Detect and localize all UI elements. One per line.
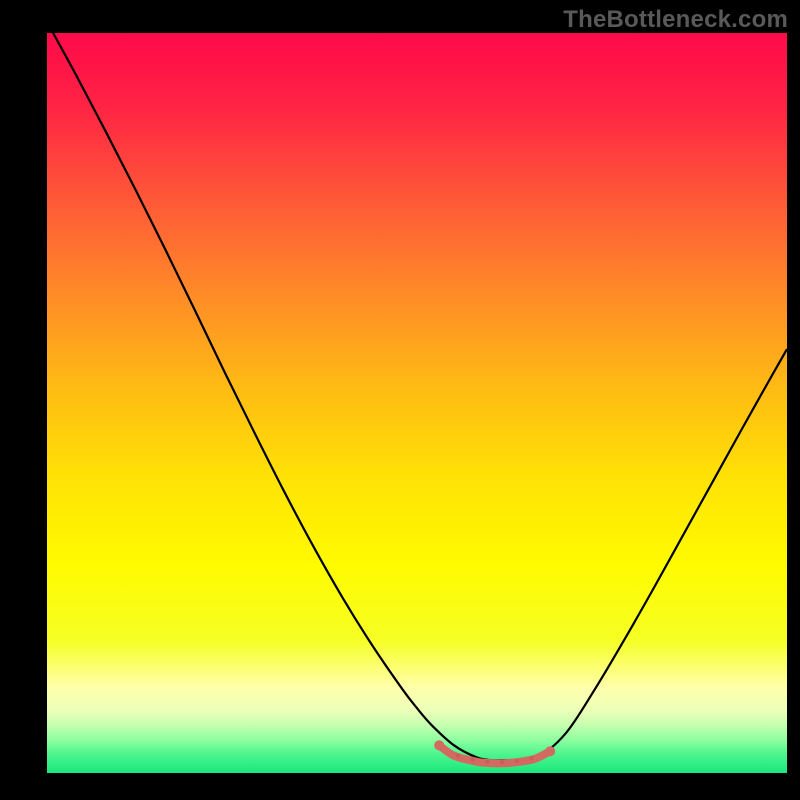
plot-area [47,33,787,775]
curve-layer [47,33,787,775]
watermark-text: TheBottleneck.com [563,6,788,34]
flat-region-highlight [439,745,550,763]
flat-region-dot [500,760,504,764]
flat-region-dot [456,753,460,757]
chart-root: TheBottleneck.com [0,0,800,800]
flat-region-dot [485,759,489,763]
flat-region-end-right [545,746,555,756]
flat-region-dot [530,756,534,760]
flat-region-dot [515,759,519,763]
flat-region-dot [470,757,474,761]
bottleneck-curve [47,33,787,761]
flat-region-end-left [434,740,444,750]
